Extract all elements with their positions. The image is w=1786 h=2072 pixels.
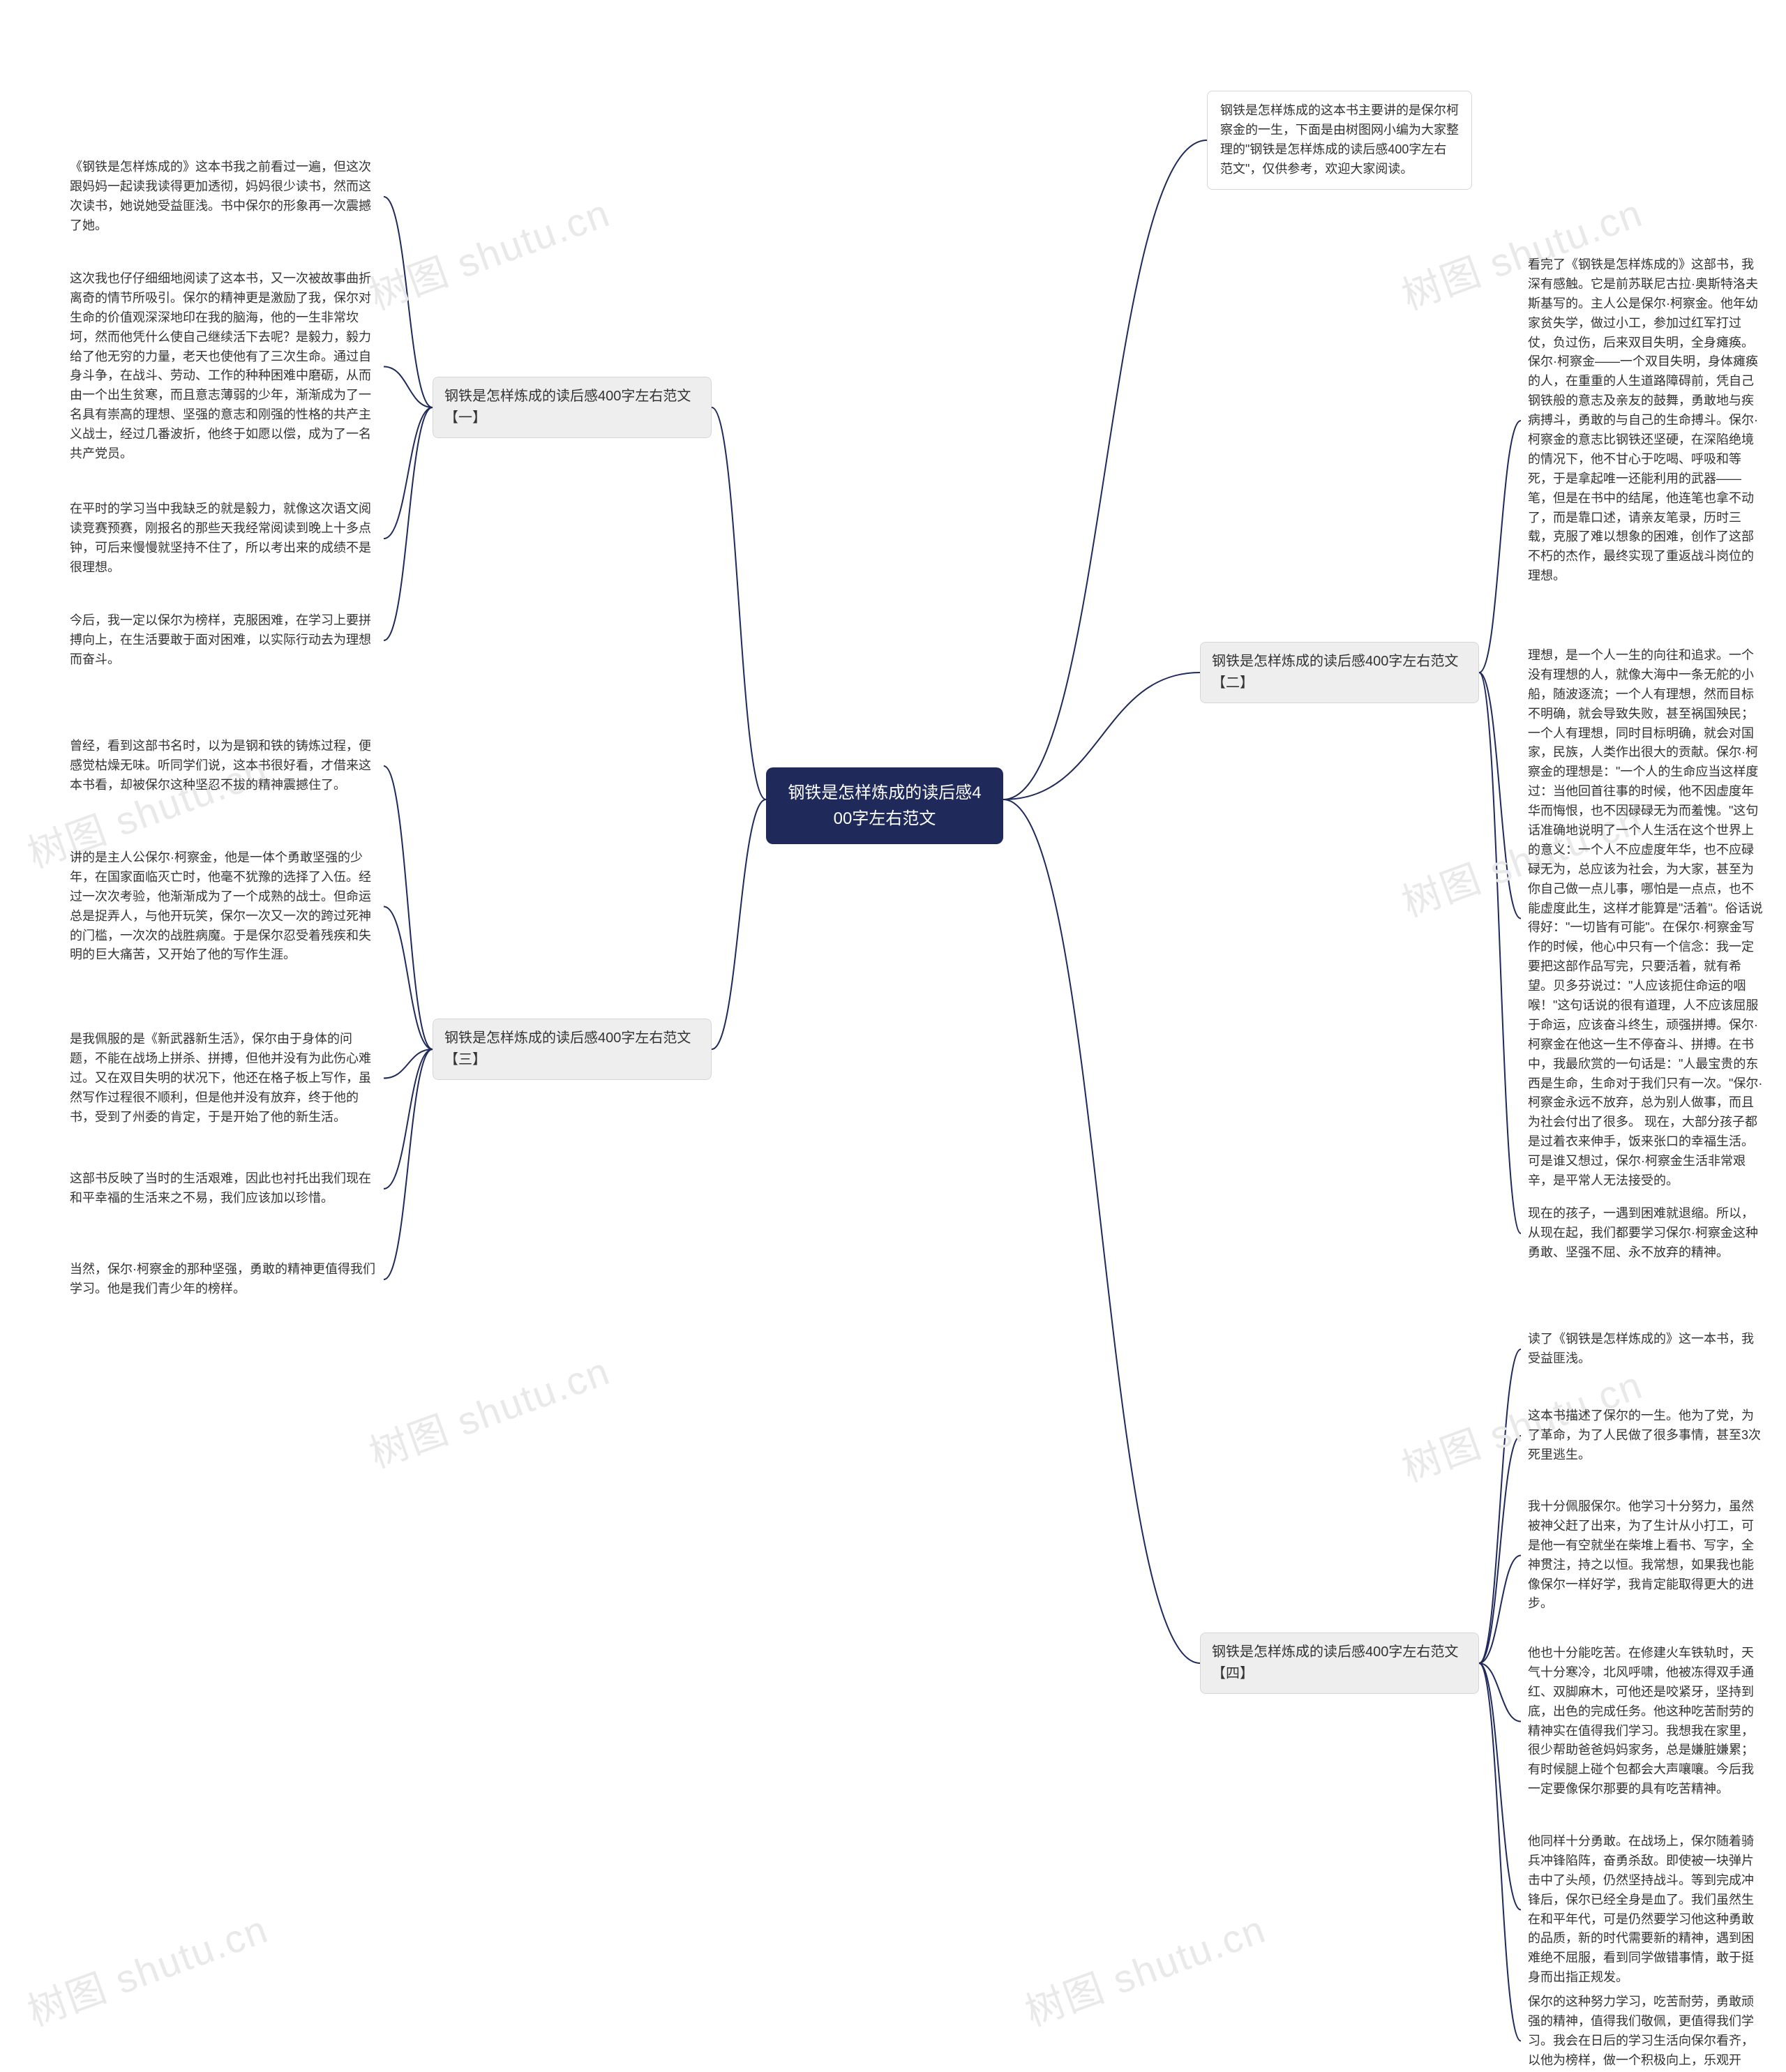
leaf-b1l4: 今后，我一定以保尔为榜样，克服困难，在学习上要拼搏向上，在生活要敢于面对困难，以… (63, 607, 384, 674)
watermark: 树图 shutu.cn (1016, 1898, 1273, 2038)
leaf-b4l3: 我十分佩服保尔。他学习十分努力，虽然被神父赶了出来，为了生计从小打工，可是他一有… (1521, 1493, 1772, 1618)
watermark: 树图 shutu.cn (361, 1340, 617, 1480)
branch-b3: 钢铁是怎样炼成的读后感400字左右范文【三】 (433, 1019, 712, 1080)
leaf-b1l1: 《钢铁是怎样炼成的》这本书我之前看过一遍，但这次跟妈妈一起读我读得更加透彻，妈妈… (63, 153, 384, 240)
leaf-b4l1: 读了《钢铁是怎样炼成的》这一本书，我受益匪浅。 (1521, 1326, 1772, 1373)
leaf-b4l2: 这本书描述了保尔的一生。他为了党，为了革命，为了人民做了很多事情，甚至3次死里逃… (1521, 1402, 1772, 1469)
leaf-b2l3: 现在的孩子，一遇到困难就退缩。所以，从现在起，我们都要学习保尔·柯察金这种勇敢、… (1521, 1200, 1772, 1267)
leaf-b1l2: 这次我也仔仔细细地阅读了这本书，又一次被故事曲折离奇的情节所吸引。保尔的精神更是… (63, 265, 384, 468)
watermark: 树图 shutu.cn (19, 1898, 275, 2038)
leaf-b4l6: 保尔的这种努力学习，吃苦耐劳，勇敢顽强的精神，值得我们敬佩，更值得我们学习。我会… (1521, 1988, 1772, 2072)
leaf-b4l4: 他也十分能吃苦。在修建火车铁轨时，天气十分寒冷，北风呼啸，他被冻得双手通红、双脚… (1521, 1639, 1772, 1803)
leaf-b3l3: 是我佩服的是《新武器新生活》，保尔由于身体的问题，不能在战场上拼杀、拼搏，但他并… (63, 1026, 384, 1131)
branch-b4: 钢铁是怎样炼成的读后感400字左右范文【四】 (1200, 1632, 1479, 1694)
leaf-b4l5: 他同样十分勇敢。在战场上，保尔随着骑兵冲锋陷阵，奋勇杀敌。即使被一块弹片击中了头… (1521, 1828, 1772, 1992)
branch-b1: 钢铁是怎样炼成的读后感400字左右范文【一】 (433, 377, 712, 438)
leaf-b3l2: 讲的是主人公保尔·柯察金，他是一体个勇敢坚强的少年，在国家面临灭亡时，他毫不犹豫… (63, 844, 384, 969)
leaf-b3l4: 这部书反映了当时的生活艰难，因此也衬托出我们现在和平幸福的生活来之不易，我们应该… (63, 1165, 384, 1213)
leaf-b2l2: 理想，是一个人一生的向往和追求。一个没有理想的人，就像大海中一条无舵的小船，随波… (1521, 642, 1772, 1195)
leaf-b3l5: 当然，保尔·柯察金的那种坚强，勇敢的精神更值得我们学习。他是我们青少年的榜样。 (63, 1256, 384, 1303)
leaf-b3l1: 曾经，看到这部书名时，以为是钢和铁的铸炼过程，便感觉枯燥无味。听同学们说，这本书… (63, 733, 384, 799)
leaf-b1l3: 在平时的学习当中我缺乏的就是毅力，就像这次语文阅读竞赛预赛，刚报名的那些天我经常… (63, 495, 384, 582)
branch-b2: 钢铁是怎样炼成的读后感400字左右范文【二】 (1200, 642, 1479, 703)
branch-intro: 钢铁是怎样炼成的这本书主要讲的是保尔柯察金的一生，下面是由树图网小编为大家整理的… (1207, 91, 1472, 190)
leaf-b2l1: 看完了《钢铁是怎样炼成的》这部书，我深有感触。它是前苏联尼古拉·奥斯特洛夫斯基写… (1521, 251, 1772, 590)
mindmap-canvas: 树图 shutu.cn 树图 shutu.cn 树图 shutu.cn 树图 shut… (0, 0, 1786, 2072)
root-node: 钢铁是怎样炼成的读后感4 00字左右范文 (766, 767, 1003, 844)
watermark: 树图 shutu.cn (361, 182, 617, 322)
